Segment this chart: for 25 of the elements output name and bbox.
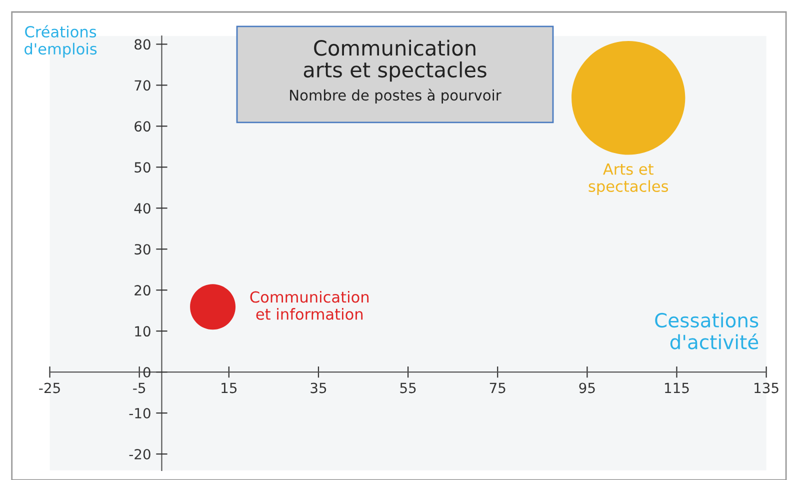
x-tick-label: -5 <box>133 382 146 394</box>
x-tick-label: 15 <box>222 382 237 394</box>
text: Nombre de postes à pourvoir <box>290 88 502 104</box>
text: Communication arts et spectacles <box>304 40 486 82</box>
x-tick-label: 55 <box>400 382 416 394</box>
x-tick-label: -25 <box>39 382 60 394</box>
y-tick-label: 30 <box>134 244 150 255</box>
y-tick-label: 70 <box>134 80 150 91</box>
x-tick-label: 35 <box>310 382 326 394</box>
y-tick-label: 20 <box>134 285 150 296</box>
x-tick-label: 135 <box>754 382 778 394</box>
y-tick-label: 80 <box>134 39 150 50</box>
y-tick-label: 10 <box>135 326 150 337</box>
y-tick-label: -10 <box>129 408 150 418</box>
series-label: Communication et information <box>250 290 369 320</box>
x-axis-title: Cessations d'activité <box>655 312 758 350</box>
y-axis-title: Créations d'emplois <box>24 25 97 58</box>
y-tick-label: 40 <box>134 203 150 214</box>
y-tick-label: 60 <box>134 121 150 132</box>
y-tick-label: 50 <box>134 162 150 173</box>
x-tick-label: 95 <box>579 382 595 394</box>
x-tick-label: 115 <box>665 382 689 394</box>
series-label: Arts et spectacles <box>588 164 668 195</box>
x-tick-label: 75 <box>490 382 506 394</box>
y-tick-label: -20 <box>129 448 150 460</box>
